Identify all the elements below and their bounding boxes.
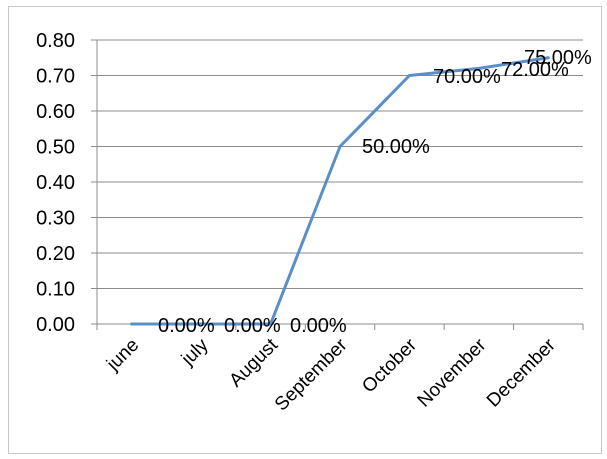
data-point	[199, 322, 203, 326]
y-tick-label: 0.80	[36, 30, 75, 52]
y-tick-label: 0.70	[36, 66, 75, 88]
data-label: 0.00%	[224, 315, 281, 337]
x-tick-label: December	[483, 334, 560, 411]
data-label: 72.00%	[501, 59, 569, 81]
y-tick-label: 0.20	[36, 243, 75, 265]
data-label: 75.00%	[524, 47, 592, 69]
data-point	[546, 56, 550, 60]
chart-frame	[8, 6, 602, 454]
data-point	[269, 322, 273, 326]
series-line	[130, 56, 550, 326]
data-labels: 0.00% 0.00% 0.00% 50.00% 70.00% 72.00%75.00%	[158, 47, 592, 337]
x-tick-label: October	[358, 334, 421, 397]
x-tick-label: August	[225, 334, 282, 391]
data-point	[338, 145, 342, 148]
x-tick-label: November	[414, 334, 491, 411]
y-tick-label: 0.40	[36, 172, 75, 194]
x-tick-label: july	[177, 334, 213, 370]
y-tick-label: 0.60	[36, 101, 75, 123]
data-label: 0.00%	[158, 315, 215, 337]
data-point	[477, 66, 481, 70]
y-tick-labels: 0.00 0.10 0.20 0.30 0.40 0.50 0.60 0.70 0.80	[36, 30, 75, 336]
data-label: 0.00%	[290, 315, 347, 337]
series-layer	[130, 56, 550, 326]
data-point	[407, 74, 411, 77]
x-tick-label: june	[102, 335, 143, 376]
y-tick-label: 0.30	[36, 208, 75, 230]
data-label: 70.00%	[433, 66, 501, 88]
y-tick-label: 0.00	[36, 314, 75, 336]
axes	[91, 39, 584, 330]
x-tick-label: September	[271, 334, 352, 415]
y-tick-label: 0.50	[36, 137, 75, 159]
data-point	[130, 322, 134, 326]
y-tick-label: 0.10	[36, 279, 75, 301]
data-label: 50.00%	[362, 136, 430, 158]
